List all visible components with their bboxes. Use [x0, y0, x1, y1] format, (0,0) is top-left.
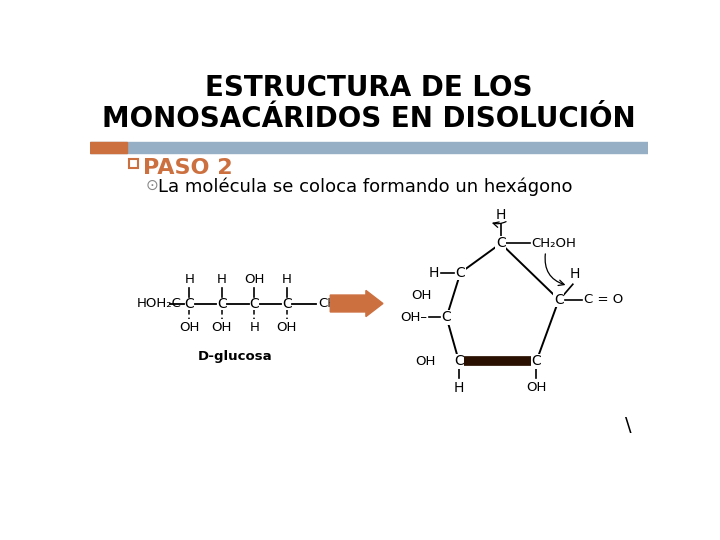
Bar	[129, 159, 138, 168]
Text: H: H	[249, 321, 259, 334]
Text: OH: OH	[244, 273, 264, 286]
Text: ESTRUCTURA DE LOS: ESTRUCTURA DE LOS	[205, 74, 533, 102]
Text: C = O: C = O	[585, 293, 624, 306]
Text: C: C	[249, 296, 259, 310]
Text: D-glucosa: D-glucosa	[197, 350, 272, 363]
Text: CHO: CHO	[318, 297, 348, 310]
Text: PASO 2: PASO 2	[143, 158, 233, 178]
Text: CH₂OH: CH₂OH	[532, 237, 577, 250]
Text: La molécula se coloca formando un hexágono: La molécula se coloca formando un hexágo…	[158, 178, 572, 197]
Text: C: C	[554, 293, 564, 307]
Text: C: C	[441, 310, 451, 325]
Text: OH: OH	[415, 355, 436, 368]
Text: H: H	[495, 208, 506, 222]
Text: C: C	[217, 296, 227, 310]
Text: OH: OH	[276, 321, 297, 334]
Text: H: H	[282, 273, 292, 286]
Text: \: \	[625, 416, 632, 435]
Text: H: H	[217, 273, 227, 286]
Bar	[90, 142, 127, 153]
Bar	[90, 142, 648, 153]
Text: H: H	[570, 267, 580, 281]
Text: C: C	[496, 237, 505, 251]
Text: OH: OH	[411, 288, 432, 301]
FancyArrow shape	[330, 291, 383, 316]
Text: OH: OH	[179, 321, 199, 334]
Text: MONOSACÁRIDOS EN DISOLUCIÓN: MONOSACÁRIDOS EN DISOLUCIÓN	[102, 105, 636, 133]
Text: H: H	[428, 266, 438, 280]
Text: C: C	[531, 354, 541, 368]
Text: C: C	[282, 296, 292, 310]
Text: OH–: OH–	[400, 311, 427, 324]
Text: HOH₂C: HOH₂C	[137, 297, 181, 310]
Text: H: H	[184, 273, 194, 286]
Text: C: C	[456, 266, 465, 280]
Text: H: H	[454, 381, 464, 395]
Text: OH: OH	[526, 381, 546, 394]
Text: C: C	[454, 354, 464, 368]
Text: C: C	[184, 296, 194, 310]
Text: OH: OH	[212, 321, 232, 334]
Text: ⊙: ⊙	[145, 178, 158, 193]
